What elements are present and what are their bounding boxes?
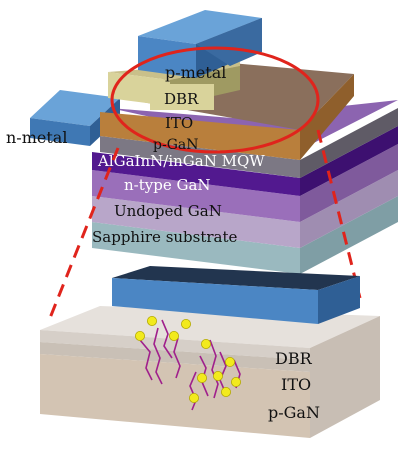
zoom-ito-band [40,342,310,372]
led-layer-stack: p-metal DBR ITO p-GaN n-metal AlGaInN/in… [6,10,398,274]
dbr-label: DBR [164,90,199,108]
zoom-detail: DBR ITO p-GaN [40,266,380,438]
p-metal-contact [138,10,262,78]
zoom-metal-block [112,266,360,324]
ito-label: ITO [165,114,193,132]
zoom-p-gan-band [40,354,310,438]
defect-lines [139,319,241,411]
mqw-layer [92,126,398,196]
p-metal-label: p-metal [165,63,226,82]
zoom-dbr-label: DBR [275,349,313,368]
n-type-gan-label: n-type GaN [124,176,211,194]
zoom-ito-label: ITO [281,375,311,394]
sapphire-label: Sapphire substrate [92,228,238,246]
zoom-lines [48,129,362,319]
mqw-label: AlGaInN/inGaN MQW [97,152,265,170]
zoom-dbr-band [40,330,310,360]
undoped-gan-layer [92,170,398,248]
p-gan-label: p-GaN [153,137,198,153]
highlight-ellipse [110,46,320,154]
undoped-gan-label: Undoped GaN [114,202,222,220]
dbr-layer [108,62,240,110]
defect-dots [134,315,241,403]
n-metal-label: n-metal [6,128,67,147]
sapphire-substrate-layer [92,196,398,274]
zoom-p-gan-label: p-GaN [268,403,320,422]
